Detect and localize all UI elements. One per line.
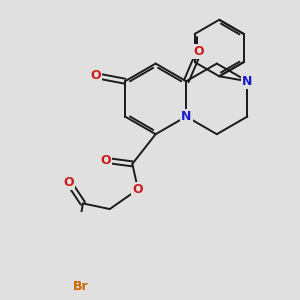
- Text: N: N: [242, 75, 253, 88]
- Text: O: O: [100, 154, 111, 167]
- Text: O: O: [194, 45, 204, 58]
- Text: O: O: [133, 183, 143, 196]
- Text: N: N: [181, 110, 191, 123]
- Text: Br: Br: [73, 280, 88, 293]
- Text: O: O: [64, 176, 74, 189]
- Text: O: O: [90, 69, 101, 82]
